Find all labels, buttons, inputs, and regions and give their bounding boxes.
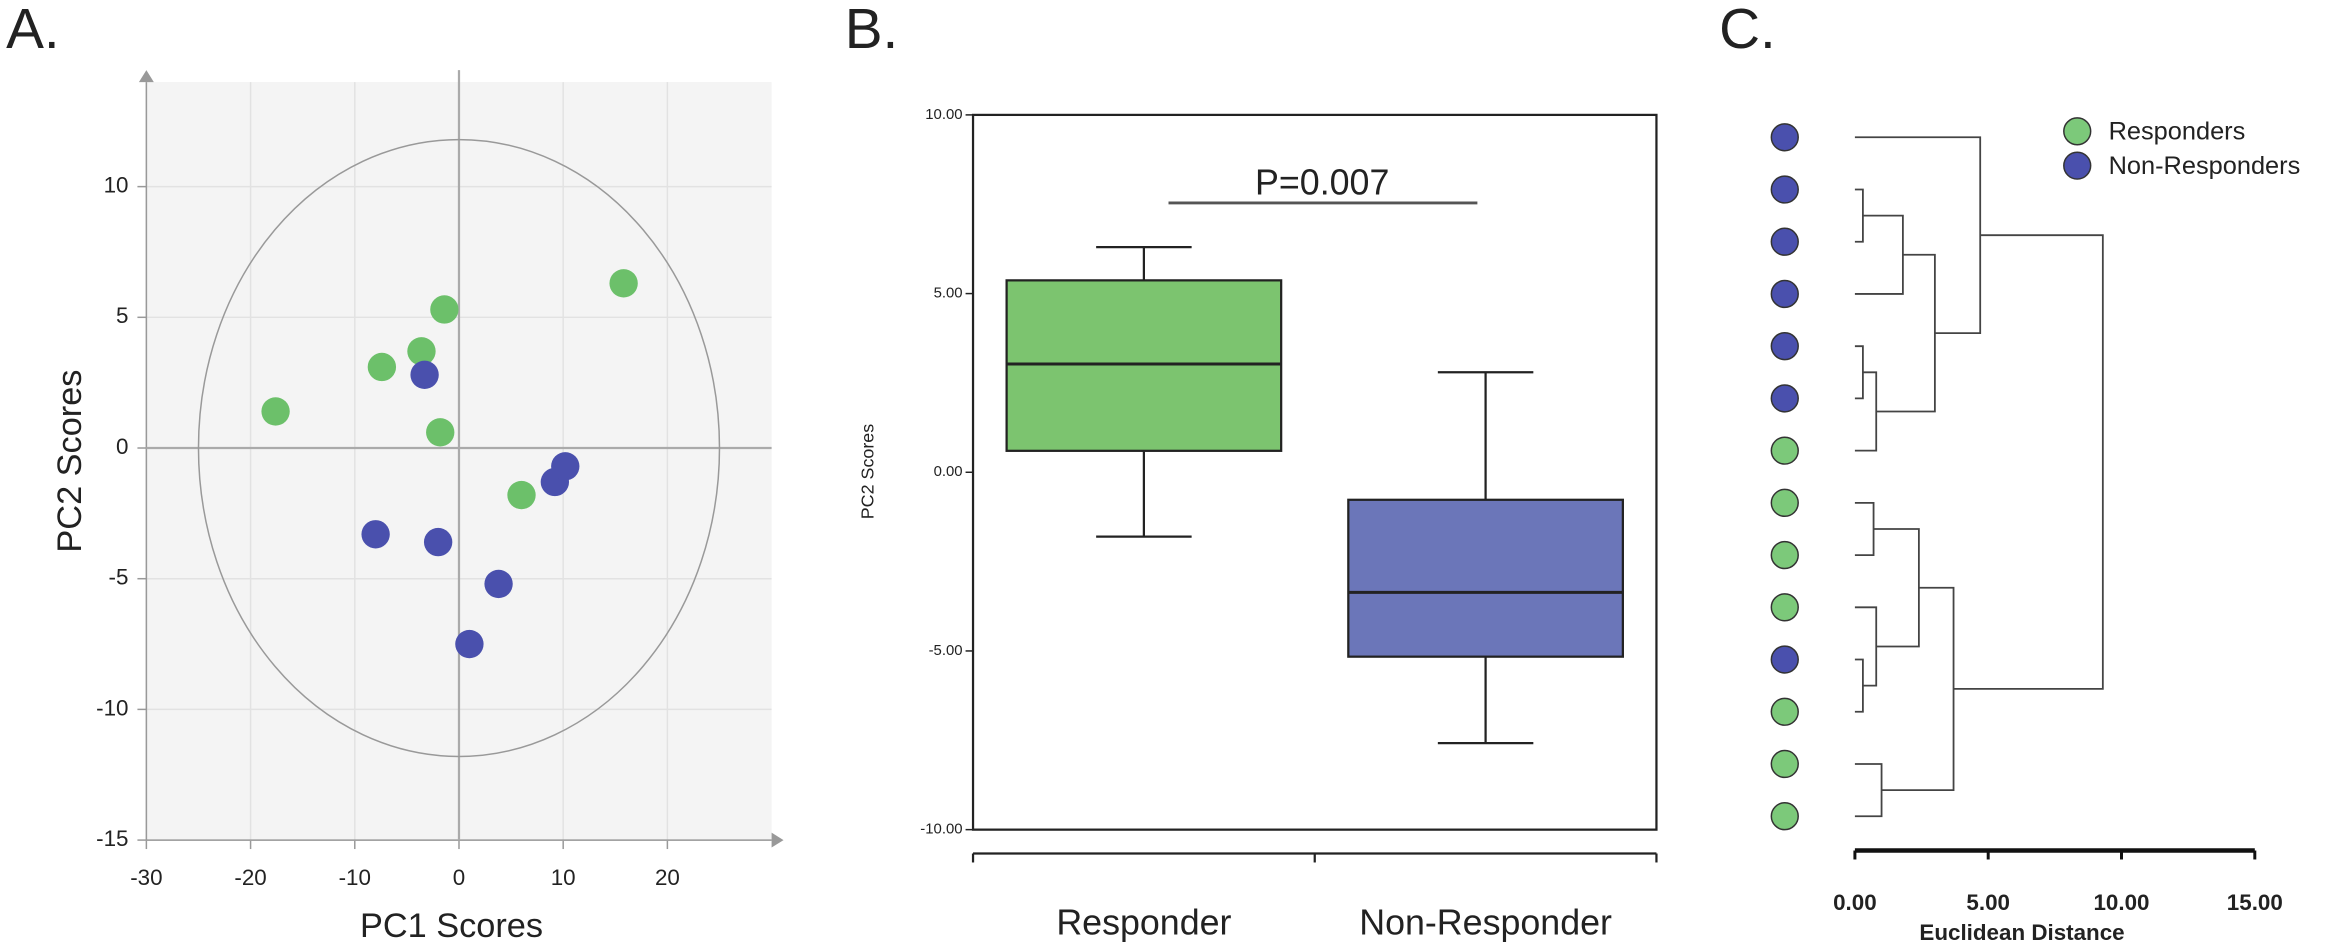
leaf bbox=[1770, 279, 1799, 309]
y-axis-label: PC2 Scores bbox=[51, 370, 89, 553]
x-tick-label: -10 bbox=[339, 865, 371, 890]
legend-label: Non-Responders bbox=[2109, 152, 2301, 180]
point bbox=[423, 527, 453, 557]
point bbox=[407, 337, 436, 366]
legend-swatch bbox=[2063, 117, 2092, 146]
leaf bbox=[1770, 645, 1799, 674]
axis-arrow bbox=[138, 70, 154, 83]
leaf bbox=[1770, 488, 1799, 518]
dendrogram-link bbox=[1854, 136, 1982, 335]
box bbox=[1005, 279, 1283, 452]
panel-label: C. bbox=[1719, 0, 1776, 61]
y-tick-label: -10 bbox=[96, 695, 128, 720]
x-tick-label: 10.00 bbox=[2094, 890, 2150, 915]
x-tick-label: 0.00 bbox=[1833, 890, 1877, 915]
point bbox=[367, 352, 397, 382]
leaf bbox=[1770, 697, 1799, 726]
point bbox=[484, 569, 513, 599]
point bbox=[426, 418, 455, 447]
legend-swatch bbox=[2063, 151, 2092, 180]
y-tick-label: 5.00 bbox=[934, 285, 963, 302]
point bbox=[430, 295, 459, 324]
y-tick-label: -5.00 bbox=[929, 642, 963, 659]
x-tick-label: -20 bbox=[234, 865, 266, 890]
x-tick-label: 5.00 bbox=[1966, 890, 2010, 915]
y-tick-label: 5 bbox=[116, 303, 128, 328]
point bbox=[551, 452, 580, 481]
x-tick-label: 0 bbox=[453, 865, 465, 890]
dendrogram-link bbox=[1854, 606, 1878, 687]
leaf bbox=[1770, 123, 1799, 152]
x-tick-label: 20 bbox=[655, 865, 680, 890]
point bbox=[507, 480, 536, 510]
y-tick-label: 10.00 bbox=[925, 106, 962, 123]
y-tick-label: -10.00 bbox=[920, 821, 962, 838]
annotation: P=0.007 bbox=[1255, 162, 1389, 202]
panel-label: A. bbox=[6, 0, 60, 61]
x-tick-label: 10 bbox=[551, 865, 576, 890]
x-axis-label: PC1 Scores bbox=[360, 907, 543, 945]
x-tick-label: Non-Responder bbox=[1359, 903, 1612, 943]
point bbox=[261, 397, 290, 426]
y-tick-label: -15 bbox=[96, 826, 128, 851]
legend-label: Responders bbox=[2109, 118, 2246, 146]
point bbox=[609, 269, 638, 298]
leaf bbox=[1770, 749, 1799, 779]
point bbox=[455, 629, 484, 659]
leaf bbox=[1770, 332, 1799, 361]
y-tick-label: 0 bbox=[116, 434, 128, 459]
leaf bbox=[1770, 227, 1799, 256]
leaf bbox=[1770, 384, 1799, 413]
dendrogram-link bbox=[1953, 234, 2104, 690]
box bbox=[1347, 498, 1624, 658]
confidence-ellipse bbox=[197, 138, 721, 758]
panel-label: B. bbox=[845, 0, 899, 61]
x-tick-label: 15.00 bbox=[2227, 890, 2283, 915]
axis-arrow bbox=[771, 832, 784, 848]
x-axis-label: Euclidean Distance bbox=[1919, 920, 2124, 945]
y-tick-label: -5 bbox=[109, 565, 129, 590]
leaf bbox=[1770, 436, 1799, 465]
y-axis-label: PC2 Scores bbox=[857, 424, 877, 520]
leaf bbox=[1770, 593, 1799, 622]
leaf bbox=[1770, 175, 1799, 204]
y-tick-label: 10 bbox=[104, 173, 129, 198]
x-tick-label: -30 bbox=[130, 865, 162, 890]
leaf bbox=[1770, 802, 1799, 831]
point bbox=[361, 520, 390, 549]
x-tick-label: Responder bbox=[1056, 903, 1231, 943]
dendrogram-link bbox=[1854, 371, 1878, 452]
leaf bbox=[1770, 540, 1799, 570]
point bbox=[410, 360, 439, 389]
y-tick-label: 0.00 bbox=[934, 463, 963, 480]
